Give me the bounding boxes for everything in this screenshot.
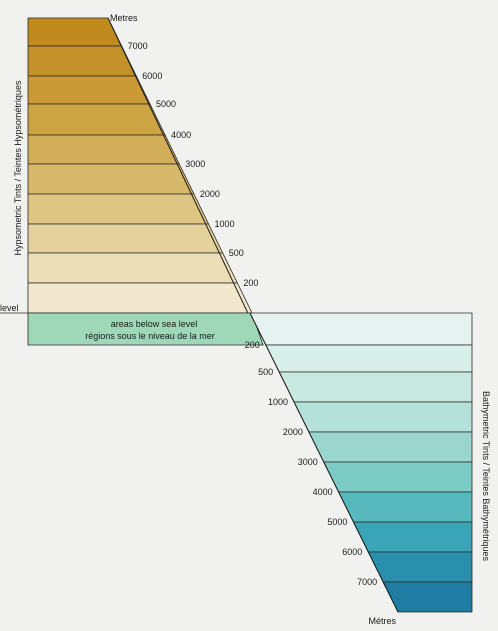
below-sea-note-en: areas below sea level bbox=[111, 319, 198, 329]
bathymetric-tick-label: 2000 bbox=[283, 427, 303, 437]
bathymetric-unit-label: Métres bbox=[368, 616, 396, 626]
hypsometric-tick-label: 4000 bbox=[171, 130, 191, 140]
hypsometric-band bbox=[27, 75, 151, 105]
bathymetric-tick-label: 1000 bbox=[268, 397, 288, 407]
hypsometric-band bbox=[27, 17, 123, 47]
bathymetric-band bbox=[352, 521, 473, 553]
bathymetric-band bbox=[382, 581, 473, 613]
hypsometric-tick-label: 500 bbox=[229, 248, 244, 258]
hypsometric-unit-label: Metres bbox=[110, 13, 138, 23]
bathymetric-side-title: Bathymetric Tints / Teintes Bathymétriqu… bbox=[481, 391, 491, 561]
below-sea-note-fr: régions sous le niveau de la mer bbox=[85, 331, 215, 341]
below-sea-level-band bbox=[27, 312, 264, 346]
bathymetric-tick-label: 7000 bbox=[357, 577, 377, 587]
bathymetric-band bbox=[278, 371, 473, 403]
bathymetric-band bbox=[337, 491, 473, 523]
hypsometric-tick-label: 6000 bbox=[142, 71, 162, 81]
bathymetric-tick-label: 6000 bbox=[342, 547, 362, 557]
bathymetric-tick-label: 500 bbox=[258, 367, 273, 377]
bathymetric-edge bbox=[249, 312, 399, 613]
hypsometric-tick-label: 2000 bbox=[200, 189, 220, 199]
hypsometric-band bbox=[27, 282, 253, 314]
hypsometric-band bbox=[27, 163, 195, 195]
hypsometric-band bbox=[27, 103, 166, 136]
hypsometric-tick-label: 3000 bbox=[185, 159, 205, 169]
hypsometric-band bbox=[27, 252, 238, 284]
bathymetric-band bbox=[367, 551, 473, 583]
bathymetric-band bbox=[323, 461, 473, 493]
bathymetric-tick-label: 4000 bbox=[313, 487, 333, 497]
bathymetric-band bbox=[249, 312, 473, 346]
hypsometric-edge bbox=[107, 17, 264, 346]
hypsometric-band bbox=[27, 134, 180, 165]
bathymetric-tick-label: 3000 bbox=[298, 457, 318, 467]
sea-level-label: level bbox=[0, 303, 19, 313]
bathymetric-tick-label: 200 bbox=[245, 340, 260, 350]
hypsometric-band bbox=[27, 45, 137, 77]
bathymetric-band bbox=[308, 431, 473, 463]
hypsometric-tick-label: 1000 bbox=[215, 219, 235, 229]
bathymetric-band bbox=[293, 401, 473, 433]
hypsometric-tick-label: 5000 bbox=[156, 99, 176, 109]
hypsometric-band bbox=[27, 223, 224, 254]
bathymetric-band bbox=[265, 344, 473, 373]
hypsometric-tick-label: 7000 bbox=[128, 41, 148, 51]
hypsometric-tick-label: 200 bbox=[243, 278, 258, 288]
bathymetric-tick-label: 5000 bbox=[327, 517, 347, 527]
hypsometric-band bbox=[27, 193, 210, 225]
hypsometric-side-title: Hypsometric Tints / Teintes Hypsométriqu… bbox=[13, 80, 23, 255]
